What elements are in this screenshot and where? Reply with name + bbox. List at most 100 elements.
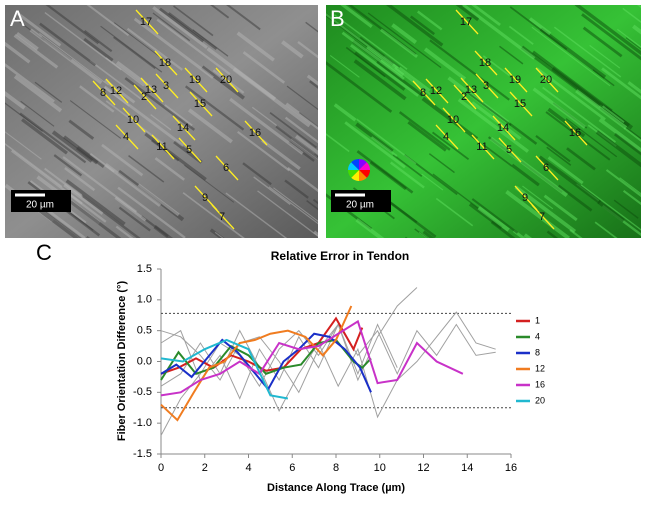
texture xyxy=(539,27,607,79)
texture xyxy=(508,25,534,45)
texture xyxy=(333,103,357,122)
trace-label: 6 xyxy=(223,162,229,174)
trace-label: 5 xyxy=(506,144,512,156)
trace-line xyxy=(471,134,495,160)
texture xyxy=(417,10,443,31)
y-tick-label: 0.5 xyxy=(137,325,152,337)
texture xyxy=(329,55,360,78)
texture xyxy=(532,50,613,113)
texture xyxy=(595,130,641,168)
texture xyxy=(225,192,288,238)
trace-label: 11 xyxy=(156,141,167,153)
trace-line xyxy=(154,50,178,76)
trace-line xyxy=(412,80,436,106)
texture xyxy=(529,17,552,36)
texture xyxy=(557,184,593,212)
texture xyxy=(242,162,272,186)
trace-label: 11 xyxy=(476,141,487,153)
trace-label: 14 xyxy=(177,122,189,134)
background-trace xyxy=(160,287,418,436)
trace-label: 13 xyxy=(465,84,477,96)
texture xyxy=(113,22,166,62)
texture xyxy=(471,5,501,27)
trace-label: 10 xyxy=(447,114,459,126)
texture xyxy=(133,17,214,79)
texture xyxy=(253,176,291,205)
trace-label: 18 xyxy=(479,57,491,69)
texture xyxy=(126,27,183,71)
texture xyxy=(210,5,230,19)
texture xyxy=(428,153,455,174)
texture xyxy=(173,140,203,164)
legend-label: 1 xyxy=(535,315,540,325)
trace-line xyxy=(535,155,559,181)
texture xyxy=(53,154,83,177)
trace-line xyxy=(455,9,479,35)
trace-line xyxy=(564,120,588,146)
trace-line xyxy=(475,73,499,99)
texture xyxy=(616,28,641,48)
texture xyxy=(5,63,55,103)
trace-line xyxy=(474,50,498,76)
texture xyxy=(355,122,394,153)
texture xyxy=(75,146,99,165)
texture xyxy=(580,184,641,231)
texture xyxy=(326,61,393,113)
texture xyxy=(103,85,185,147)
texture xyxy=(15,31,39,51)
texture xyxy=(89,60,142,100)
texture xyxy=(380,28,418,58)
texture xyxy=(268,186,318,225)
texture xyxy=(574,5,641,56)
texture xyxy=(471,101,522,140)
y-axis-label: Fiber Orientation Difference (°) xyxy=(116,281,128,442)
trace-line xyxy=(92,80,116,106)
texture xyxy=(105,57,145,87)
texture xyxy=(356,150,414,194)
color-wheel xyxy=(348,162,359,170)
texture xyxy=(642,187,652,243)
texture xyxy=(344,121,406,169)
texture xyxy=(14,10,62,47)
trace-line xyxy=(509,91,533,117)
texture xyxy=(182,192,245,238)
texture xyxy=(64,167,96,192)
legend-label: 16 xyxy=(535,379,545,389)
texture xyxy=(594,221,618,238)
texture xyxy=(619,177,641,195)
trace-label: 15 xyxy=(194,98,206,110)
texture xyxy=(614,133,641,156)
trace-line xyxy=(531,204,555,230)
texture xyxy=(326,133,350,153)
trace-line xyxy=(184,67,208,93)
texture xyxy=(643,107,652,165)
trace-line xyxy=(178,137,202,163)
x-tick-label: 0 xyxy=(158,462,164,474)
texture xyxy=(484,243,521,271)
texture xyxy=(566,147,596,171)
texture xyxy=(505,190,570,238)
x-tick-label: 6 xyxy=(289,462,295,474)
texture xyxy=(531,26,611,87)
trace-line xyxy=(135,9,159,35)
texture xyxy=(5,91,26,110)
texture xyxy=(86,5,130,37)
texture xyxy=(597,200,625,223)
trace-line xyxy=(535,67,559,93)
texture xyxy=(39,22,97,67)
texture xyxy=(546,146,572,166)
trace-label: 20 xyxy=(220,74,232,86)
texture xyxy=(232,67,311,128)
texture xyxy=(546,230,559,238)
texture xyxy=(214,231,224,238)
texture xyxy=(326,12,399,69)
texture xyxy=(184,85,245,131)
trace-label: 9 xyxy=(522,192,528,204)
trace xyxy=(160,305,353,422)
texture xyxy=(569,229,583,238)
x-tick-label: 2 xyxy=(202,462,208,474)
texture xyxy=(627,81,641,94)
texture xyxy=(477,206,510,232)
texture xyxy=(354,51,406,91)
texture xyxy=(432,131,470,161)
